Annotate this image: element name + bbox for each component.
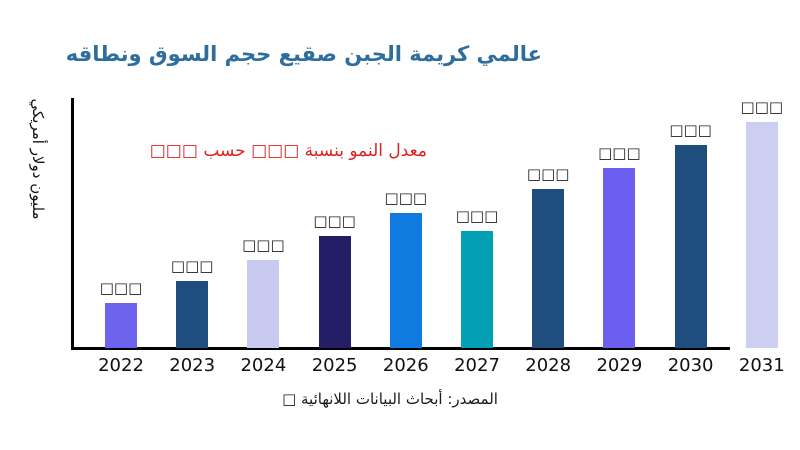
y-axis-label: مليون دولار أمريكي — [29, 98, 47, 220]
chart-title: عالمي كريمة الجبن صقيع حجم السوق ونطاقه — [65, 42, 542, 66]
chart-bar-2024 — [247, 260, 280, 348]
x-tick-label-2025: 2025 — [311, 355, 358, 376]
bar-value-label-2024: □□□ — [242, 236, 285, 254]
bar-value-label-2023: □□□ — [170, 257, 214, 275]
chart-bar-2031 — [745, 122, 778, 348]
chart-bar-2026 — [389, 213, 422, 348]
x-tick-label-2027: 2027 — [454, 355, 500, 376]
growth-rate-annotation: معدل النمو بنسبة □□□ حسب □□□ — [149, 141, 427, 161]
chart-bar-2030 — [674, 145, 707, 348]
x-tick-label-2028: 2028 — [525, 355, 572, 376]
bar-value-label-2031: □□□ — [740, 98, 784, 116]
source-line: المصدر: أبحاث البيانات اللانهائية □ — [282, 390, 498, 408]
x-tick-label-2024: 2024 — [240, 355, 287, 376]
bar-value-label-2025: □□□ — [313, 212, 356, 230]
chart-bar-2028 — [532, 189, 565, 348]
y-axis-line — [71, 98, 74, 349]
x-tick-label-2031: 2031 — [738, 355, 785, 376]
chart-bar-2029 — [603, 168, 636, 348]
chart-bar-2022 — [105, 303, 137, 348]
bar-value-label-2029: □□□ — [598, 144, 641, 162]
x-tick-label-2030: 2030 — [667, 355, 714, 376]
chart-bar-2027 — [461, 231, 493, 348]
x-tick-label-2026: 2026 — [382, 355, 429, 376]
bar-value-label-2028: □□□ — [526, 165, 570, 183]
bar-value-label-2030: □□□ — [669, 121, 712, 139]
x-tick-label-2029: 2029 — [596, 355, 643, 376]
bar-value-label-2027: □□□ — [455, 207, 499, 225]
chart-bar-2025 — [318, 236, 351, 348]
x-axis-line — [71, 347, 730, 350]
chart-bar-2023 — [176, 281, 209, 348]
bar-value-label-2026: □□□ — [384, 189, 428, 207]
x-tick-label-2022: 2022 — [98, 355, 144, 376]
x-tick-label-2023: 2023 — [169, 355, 216, 376]
bar-value-label-2022: □□□ — [99, 279, 143, 297]
